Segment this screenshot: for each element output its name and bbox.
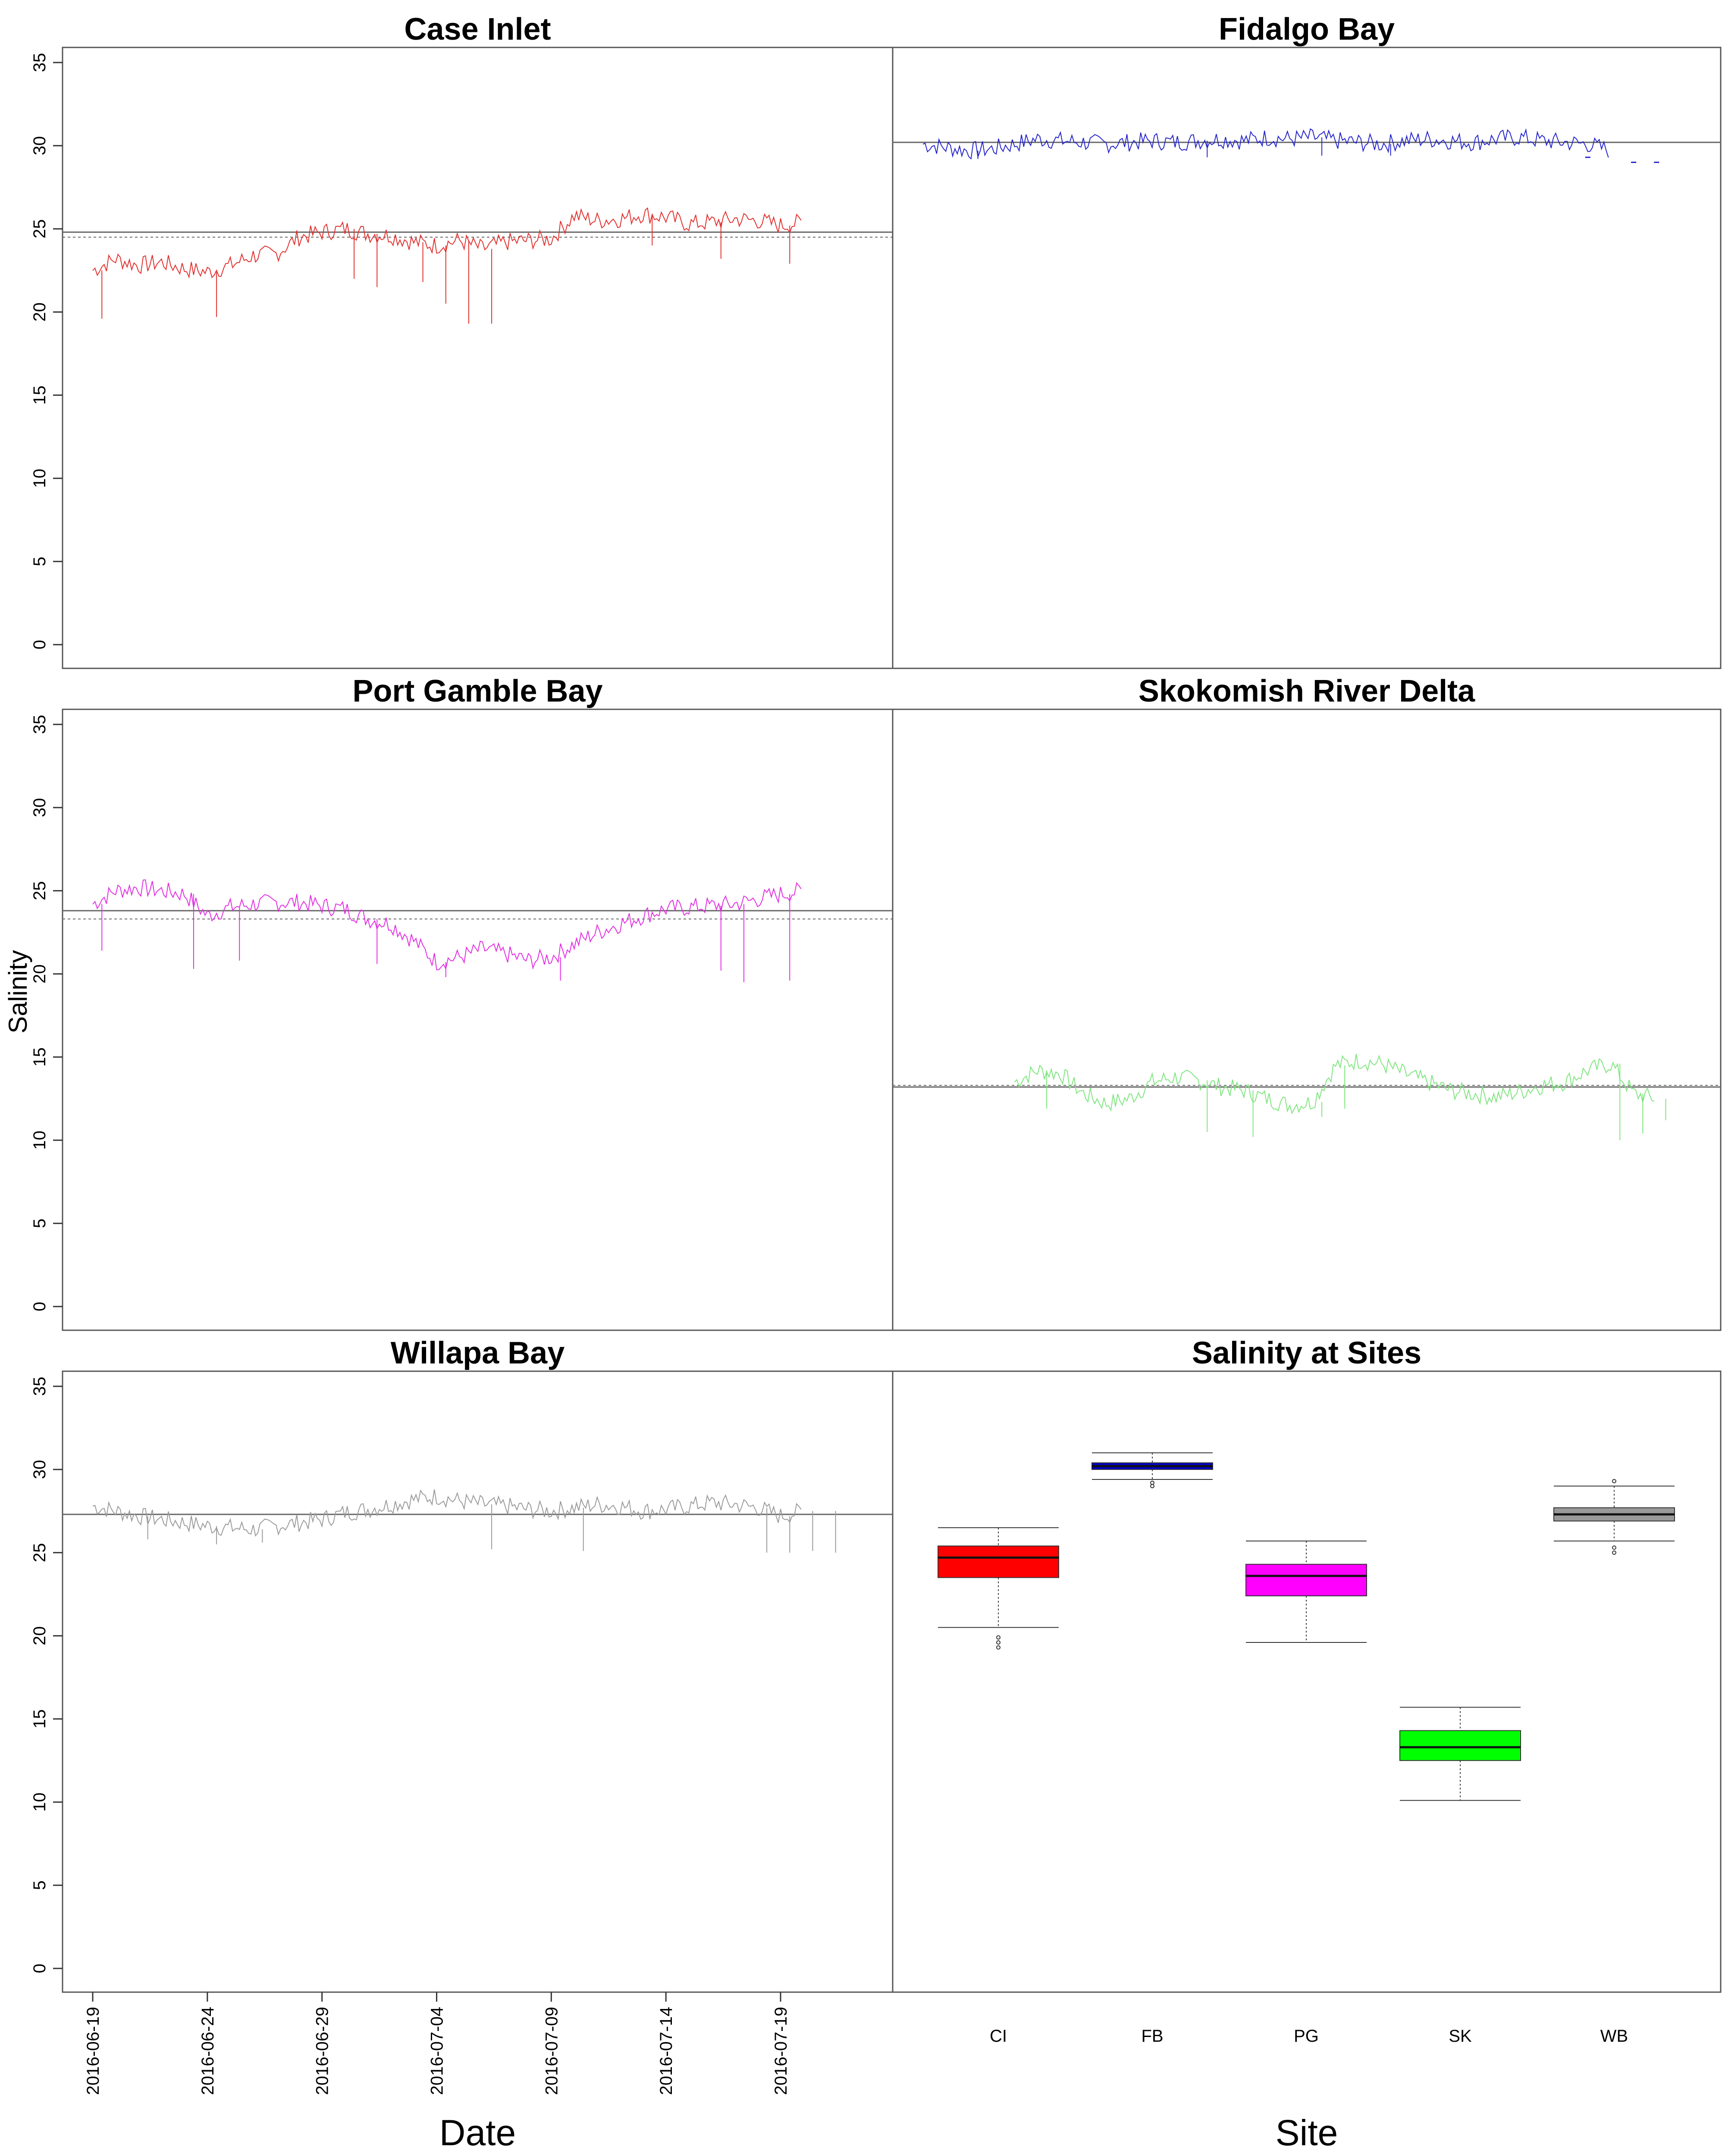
y-tick-label: 0 [30, 1302, 49, 1311]
y-tick-label: 35 [30, 715, 49, 734]
category-label: SK [1449, 2027, 1472, 2046]
series-line [92, 1489, 802, 1537]
x-tick-label: 2016-06-19 [84, 2007, 103, 2095]
panel-title: Port Gamble Bay [352, 674, 602, 708]
panel-5: Salinity at Sites CI FB PG SK WB Site [892, 1336, 1722, 2153]
panel-title: Willapa Bay [391, 1336, 565, 1370]
y-tick-label: 25 [30, 219, 49, 238]
y-tick-label: 30 [30, 1460, 49, 1479]
y-tick-label: 10 [30, 1131, 49, 1150]
y-tick-label: 20 [30, 302, 49, 322]
x-axis-title: Date [439, 2112, 516, 2153]
series-line [1014, 1053, 1655, 1115]
panel-title: Case Inlet [404, 12, 551, 47]
y-tick-label: 30 [30, 136, 49, 156]
y-tick-label: 20 [30, 1626, 49, 1645]
outlier-point [1150, 1480, 1154, 1485]
x-tick-label: 2016-06-29 [313, 2007, 332, 2095]
x-tick-label: 2016-07-14 [657, 2007, 676, 2095]
category-label: FB [1141, 2027, 1163, 2046]
category-label: WB [1600, 2027, 1628, 2046]
y-tick-label: 35 [30, 53, 49, 72]
x-axis-title: Site [1276, 2112, 1338, 2153]
panel-2: Port Gamble Bay 0 5 10 15 20 25 30 35 [30, 674, 894, 1331]
series-line [922, 128, 1609, 160]
panel-title: Fidalgo Bay [1219, 12, 1395, 47]
y-tick-label: 5 [30, 1880, 49, 1890]
x-tick-label: 2016-07-19 [772, 2007, 790, 2095]
y-tick-label: 35 [30, 1377, 49, 1396]
outlier-point [1612, 1545, 1616, 1550]
box-PG: PG [1245, 1540, 1367, 2046]
panel-1: Fidalgo Bay [892, 12, 1722, 669]
box-CI: CI [938, 1527, 1059, 2046]
outlier-point [1612, 1550, 1616, 1555]
x-tick-label: 2016-07-09 [542, 2007, 561, 2095]
outlier-point [996, 1640, 1000, 1645]
y-tick-label: 20 [30, 964, 49, 984]
panel-title: Salinity at Sites [1192, 1336, 1421, 1370]
y-tick-label: 15 [30, 385, 49, 405]
iqr-box [1245, 1564, 1367, 1597]
y-axis-title: Salinity [3, 950, 32, 1033]
panel-0: Case Inlet 0 5 10 15 20 25 30 35 [30, 12, 894, 669]
panel-4: Willapa Bay 0 5 10 15 20 25 30 35 2016-06-19 2016-… [30, 1336, 894, 2153]
y-tick-label: 10 [30, 1792, 49, 1812]
y-tick-label: 15 [30, 1709, 49, 1729]
panel-frame [892, 47, 1722, 669]
panel-frame [892, 1370, 1722, 1993]
series-line [92, 879, 802, 971]
category-label: PG [1294, 2027, 1319, 2046]
box-WB: WB [1553, 1479, 1675, 2046]
outlier-point [996, 1645, 1000, 1650]
y-tick-label: 10 [30, 469, 49, 488]
box-SK: SK [1399, 1707, 1521, 2046]
x-tick-label: 2016-07-04 [428, 2007, 447, 2095]
iqr-box [938, 1545, 1059, 1578]
panel-frame [62, 1370, 894, 1993]
outlier-point [1612, 1479, 1616, 1483]
category-label: CI [990, 2027, 1007, 2046]
outlier-point [996, 1635, 1000, 1640]
iqr-box [1399, 1730, 1521, 1761]
series-line [92, 207, 802, 279]
panel-frame [62, 708, 894, 1331]
panel-frame [892, 708, 1722, 1331]
y-tick-label: 5 [30, 1219, 49, 1228]
y-tick-label: 0 [30, 1964, 49, 1973]
panel-3: Skokomish River Delta [892, 674, 1722, 1331]
panel-title: Skokomish River Delta [1138, 674, 1475, 708]
y-tick-label: 30 [30, 798, 49, 818]
y-tick-label: 0 [30, 640, 49, 649]
y-tick-label: 25 [30, 881, 49, 900]
y-tick-label: 5 [30, 557, 49, 566]
y-tick-label: 15 [30, 1047, 49, 1067]
box-FB: FB [1091, 1452, 1213, 2046]
x-tick-label: 2016-06-24 [198, 2007, 217, 2095]
panel-frame [62, 47, 894, 669]
y-tick-label: 25 [30, 1543, 49, 1562]
